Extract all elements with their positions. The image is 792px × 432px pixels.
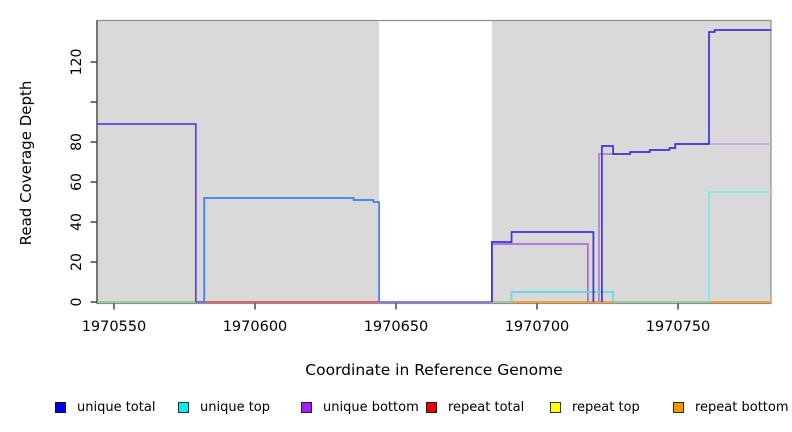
x-tick-label: 1970700 — [505, 319, 570, 335]
series-line-unique-total — [491, 231, 595, 302]
legend-swatch-unique-bottom — [301, 401, 312, 413]
legend-label: unique total — [77, 399, 156, 415]
legend-item-repeat-top: repeat top — [550, 399, 640, 415]
y-tick-label: 80 — [69, 133, 85, 151]
plot-panel-unique-gap — [379, 20, 492, 304]
legend-swatch-repeat-bottom — [673, 401, 684, 413]
legend-label: unique bottom — [323, 399, 419, 415]
legend-swatch-repeat-total — [426, 401, 437, 413]
series-line-unique-top — [510, 291, 614, 302]
y-axis-label: Read Coverage Depth — [17, 80, 35, 246]
legend-item-repeat-bottom: repeat bottom — [673, 399, 789, 415]
legend-label: repeat top — [572, 399, 640, 415]
legend-swatch-unique-total — [55, 401, 66, 413]
legend-swatch-repeat-top — [550, 401, 561, 413]
y-tick-label: 20 — [69, 253, 85, 271]
legend-label: repeat bottom — [695, 399, 789, 415]
y-tick-label: 0 — [69, 298, 85, 307]
series-line-unique-total — [97, 123, 197, 302]
x-tick-label: 1970550 — [82, 319, 147, 335]
plot-panel-repeat-region-left — [97, 20, 380, 304]
legend-swatch-unique-top — [178, 401, 189, 413]
x-tick-label: 1970750 — [646, 319, 711, 335]
series-line-unique-total — [203, 197, 380, 302]
y-tick-label: 120 — [69, 49, 85, 76]
legend-item-repeat-total: repeat total — [426, 399, 524, 415]
legend-label: repeat total — [448, 399, 525, 415]
plot-panel-repeat-region-right — [491, 20, 772, 304]
series-line-unique-total — [601, 29, 772, 302]
legend-item-unique-bottom: unique bottom — [301, 399, 419, 415]
x-tick-label: 1970600 — [223, 319, 288, 335]
y-tick-label: 60 — [69, 173, 85, 191]
legend-label: unique top — [200, 399, 271, 415]
x-axis-label: Coordinate in Reference Genome — [305, 361, 563, 379]
legend-item-unique-top: unique top — [178, 399, 270, 415]
legend-item-unique-total: unique total — [55, 399, 155, 415]
y-tick-label: 40 — [69, 213, 85, 231]
series-line-unique-bottom — [598, 153, 619, 302]
legend: unique total unique top unique bottom repea… — [0, 399, 792, 419]
series-line-unique-top — [708, 191, 772, 302]
x-tick-label: 1970650 — [364, 319, 429, 335]
